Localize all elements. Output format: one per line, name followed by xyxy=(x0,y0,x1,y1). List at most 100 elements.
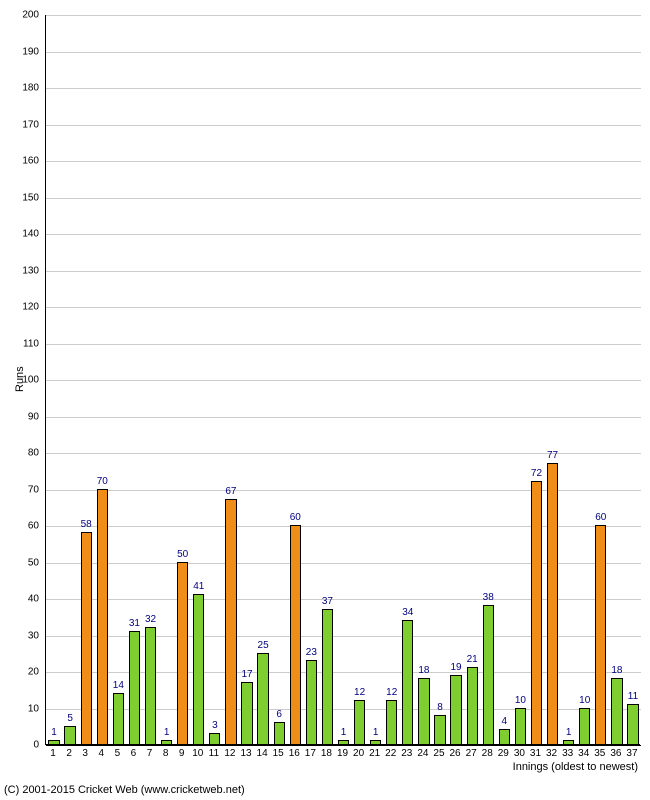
x-tick-label: 30 xyxy=(514,748,525,759)
bar xyxy=(402,620,413,744)
bar xyxy=(177,562,188,745)
bar xyxy=(563,740,574,744)
x-tick-label: 21 xyxy=(369,748,380,759)
gridline xyxy=(46,344,641,345)
bar-value-label: 5 xyxy=(67,713,73,724)
bar-value-label: 25 xyxy=(258,640,269,651)
y-tick-label: 120 xyxy=(0,302,39,313)
bar xyxy=(209,733,220,744)
x-tick-label: 10 xyxy=(192,748,203,759)
x-tick-label: 35 xyxy=(594,748,605,759)
x-tick-label: 34 xyxy=(578,748,589,759)
y-tick-label: 20 xyxy=(0,667,39,678)
x-tick-label: 4 xyxy=(99,748,105,759)
y-tick-label: 180 xyxy=(0,83,39,94)
bar xyxy=(97,489,108,745)
x-tick-label: 6 xyxy=(131,748,137,759)
x-tick-label: 11 xyxy=(209,748,219,759)
bar-value-label: 37 xyxy=(322,596,333,607)
bar xyxy=(145,627,156,744)
gridline xyxy=(46,307,641,308)
bar-value-label: 19 xyxy=(451,662,462,673)
y-tick-label: 90 xyxy=(0,411,39,422)
bar-value-label: 60 xyxy=(290,512,301,523)
y-tick-label: 70 xyxy=(0,484,39,495)
bar xyxy=(370,740,381,744)
bar xyxy=(81,532,92,744)
gridline xyxy=(46,417,641,418)
bar xyxy=(450,675,461,744)
bar-value-label: 41 xyxy=(193,581,204,592)
x-tick-label: 15 xyxy=(273,748,284,759)
y-tick-label: 140 xyxy=(0,229,39,240)
bar xyxy=(434,715,445,744)
bar-value-label: 6 xyxy=(276,709,282,720)
y-axis-label: Runs xyxy=(14,366,26,392)
bar xyxy=(306,660,317,744)
x-tick-label: 32 xyxy=(546,748,557,759)
bar xyxy=(241,682,252,744)
bar-value-label: 21 xyxy=(467,654,478,665)
y-tick-label: 200 xyxy=(0,10,39,21)
y-tick-label: 110 xyxy=(0,338,39,349)
bar-value-label: 10 xyxy=(515,695,526,706)
bar-value-label: 12 xyxy=(386,687,397,698)
bar-value-label: 72 xyxy=(531,468,542,479)
x-tick-label: 36 xyxy=(610,748,621,759)
y-tick-label: 10 xyxy=(0,703,39,714)
y-tick-label: 0 xyxy=(0,740,39,751)
bar xyxy=(113,693,124,744)
bar-value-label: 23 xyxy=(306,647,317,658)
x-tick-label: 16 xyxy=(289,748,300,759)
bar-value-label: 38 xyxy=(483,592,494,603)
x-tick-label: 18 xyxy=(321,748,332,759)
bar xyxy=(418,678,429,744)
bar xyxy=(547,463,558,744)
bar xyxy=(531,481,542,744)
gridline xyxy=(46,125,641,126)
x-axis-label: Innings (oldest to newest) xyxy=(513,761,638,773)
bar-value-label: 77 xyxy=(547,450,558,461)
y-tick-label: 160 xyxy=(0,156,39,167)
y-tick-label: 30 xyxy=(0,630,39,641)
x-tick-label: 17 xyxy=(305,748,316,759)
x-tick-label: 27 xyxy=(466,748,477,759)
bar xyxy=(225,499,236,744)
x-tick-label: 22 xyxy=(385,748,396,759)
plot-area: 1558701431321504136717256602337112112341… xyxy=(45,15,640,745)
bar-value-label: 18 xyxy=(418,665,429,676)
bar-value-label: 1 xyxy=(51,727,57,738)
bar xyxy=(515,708,526,745)
bar xyxy=(467,667,478,744)
bar xyxy=(579,708,590,745)
x-tick-label: 26 xyxy=(450,748,461,759)
x-tick-label: 1 xyxy=(50,748,56,759)
x-tick-label: 31 xyxy=(530,748,541,759)
bar-value-label: 50 xyxy=(177,549,188,560)
x-tick-label: 8 xyxy=(163,748,169,759)
bar-value-label: 10 xyxy=(579,695,590,706)
chart-container: 1558701431321504136717256602337112112341… xyxy=(0,0,650,800)
gridline xyxy=(46,271,641,272)
gridline xyxy=(46,15,641,16)
bar-value-label: 4 xyxy=(502,716,508,727)
gridline xyxy=(46,380,641,381)
x-tick-label: 25 xyxy=(433,748,444,759)
bar-value-label: 70 xyxy=(97,476,108,487)
bar-value-label: 14 xyxy=(113,680,124,691)
bar xyxy=(386,700,397,744)
y-tick-label: 60 xyxy=(0,521,39,532)
x-tick-label: 13 xyxy=(240,748,251,759)
bar-value-label: 3 xyxy=(212,720,218,731)
bar xyxy=(48,740,59,744)
copyright-text: (C) 2001-2015 Cricket Web (www.cricketwe… xyxy=(4,784,245,796)
bar-value-label: 11 xyxy=(628,691,638,702)
bar-value-label: 31 xyxy=(129,618,140,629)
x-tick-label: 19 xyxy=(337,748,348,759)
bar xyxy=(354,700,365,744)
bar-value-label: 58 xyxy=(81,519,92,530)
bar xyxy=(499,729,510,744)
gridline xyxy=(46,52,641,53)
x-tick-label: 24 xyxy=(417,748,428,759)
bar-value-label: 60 xyxy=(595,512,606,523)
